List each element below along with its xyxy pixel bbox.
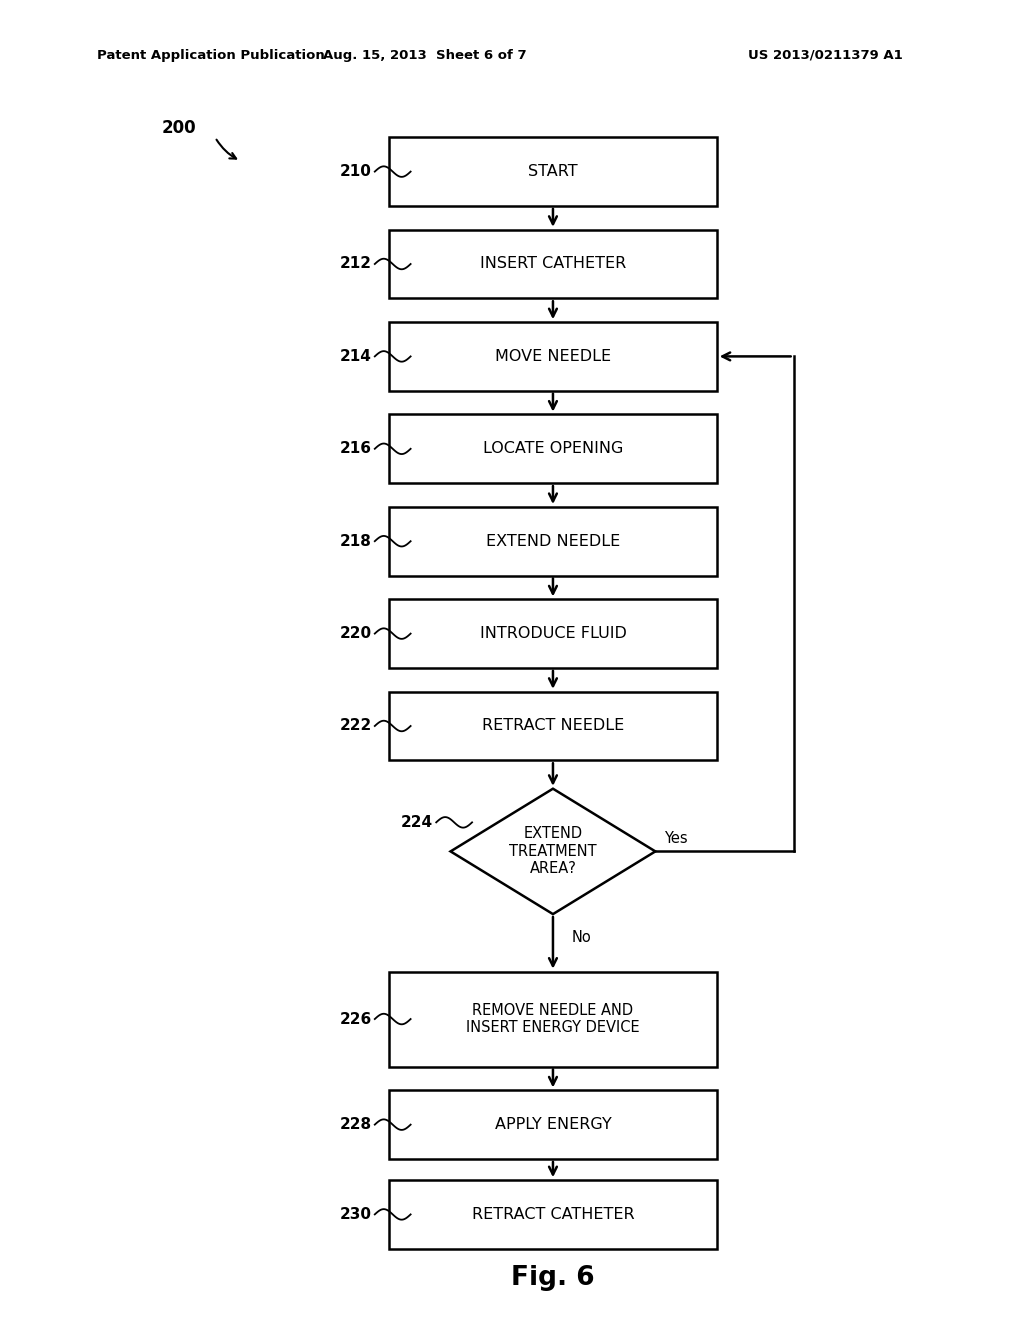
FancyBboxPatch shape <box>389 137 717 206</box>
Text: MOVE NEEDLE: MOVE NEEDLE <box>495 348 611 364</box>
Text: Yes: Yes <box>664 830 687 846</box>
Text: US 2013/0211379 A1: US 2013/0211379 A1 <box>748 49 902 62</box>
Text: APPLY ENERGY: APPLY ENERGY <box>495 1117 611 1133</box>
FancyBboxPatch shape <box>389 230 717 298</box>
Text: 222: 222 <box>340 718 372 734</box>
FancyBboxPatch shape <box>389 692 717 760</box>
Text: LOCATE OPENING: LOCATE OPENING <box>482 441 624 457</box>
FancyBboxPatch shape <box>389 1090 717 1159</box>
Text: 214: 214 <box>340 348 372 364</box>
Text: INSERT CATHETER: INSERT CATHETER <box>480 256 626 272</box>
Text: 226: 226 <box>340 1011 372 1027</box>
FancyBboxPatch shape <box>389 507 717 576</box>
Text: EXTEND NEEDLE: EXTEND NEEDLE <box>485 533 621 549</box>
FancyBboxPatch shape <box>389 972 717 1067</box>
Text: 218: 218 <box>340 533 372 549</box>
FancyBboxPatch shape <box>389 599 717 668</box>
Text: 230: 230 <box>340 1206 372 1222</box>
Text: Patent Application Publication: Patent Application Publication <box>97 49 325 62</box>
Text: 210: 210 <box>340 164 372 180</box>
Text: RETRACT NEEDLE: RETRACT NEEDLE <box>482 718 624 734</box>
Text: Aug. 15, 2013  Sheet 6 of 7: Aug. 15, 2013 Sheet 6 of 7 <box>324 49 526 62</box>
Text: 216: 216 <box>340 441 372 457</box>
Text: No: No <box>571 929 591 945</box>
Text: REMOVE NEEDLE AND
INSERT ENERGY DEVICE: REMOVE NEEDLE AND INSERT ENERGY DEVICE <box>466 1003 640 1035</box>
Text: Fig. 6: Fig. 6 <box>511 1265 595 1291</box>
FancyBboxPatch shape <box>389 322 717 391</box>
Polygon shape <box>451 789 655 913</box>
Text: START: START <box>528 164 578 180</box>
FancyBboxPatch shape <box>389 1180 717 1249</box>
Text: EXTEND
TREATMENT
AREA?: EXTEND TREATMENT AREA? <box>509 826 597 876</box>
Text: 200: 200 <box>162 119 197 137</box>
Text: INTRODUCE FLUID: INTRODUCE FLUID <box>479 626 627 642</box>
Text: 228: 228 <box>340 1117 372 1133</box>
Text: 220: 220 <box>340 626 372 642</box>
Text: 212: 212 <box>340 256 372 272</box>
Text: 224: 224 <box>401 814 433 830</box>
FancyBboxPatch shape <box>389 414 717 483</box>
Text: RETRACT CATHETER: RETRACT CATHETER <box>472 1206 634 1222</box>
